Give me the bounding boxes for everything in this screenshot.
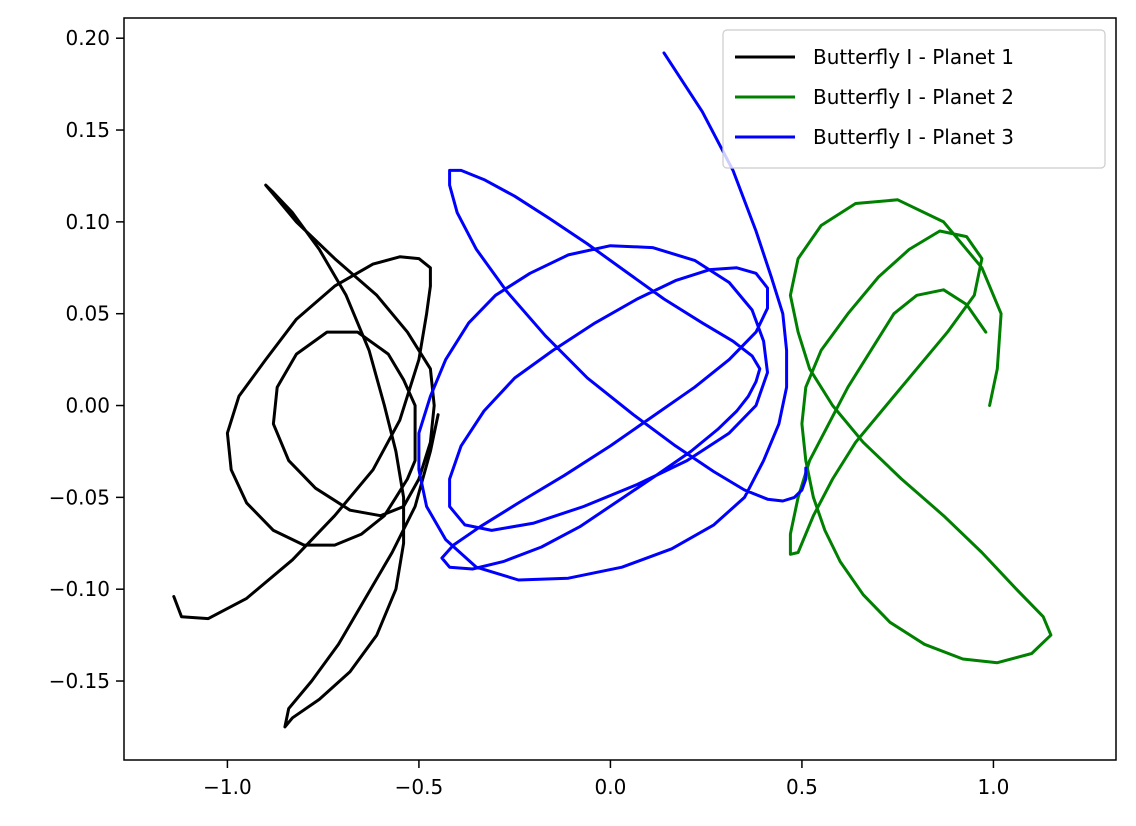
legend: Butterfly I - Planet 1 Butterfly I - Pla… <box>722 29 1106 169</box>
plot-area <box>172 51 1053 729</box>
x-tick-label: −1.0 <box>203 775 252 799</box>
x-tick-label: 1.0 <box>978 775 1010 799</box>
axes-frame <box>123 17 1117 761</box>
y-tick-label: 0.20 <box>65 26 110 50</box>
y-tick-label: −0.05 <box>49 485 110 509</box>
x-axis: −1.0 −0.5 0.0 0.5 1.0 <box>203 760 1009 799</box>
y-tick-label: 0.00 <box>65 394 110 418</box>
y-tick-label: 0.05 <box>65 302 110 326</box>
series-line-planet-3 <box>417 51 808 582</box>
legend-label-planet-1: Butterfly I - Planet 1 <box>813 45 1014 69</box>
legend-box <box>722 29 1106 169</box>
y-tick-label: 0.15 <box>65 118 110 142</box>
x-tick-label: −0.5 <box>395 775 444 799</box>
y-tick-label: −0.10 <box>49 577 110 601</box>
series-line-planet-2 <box>788 198 1053 665</box>
x-tick-label: 0.0 <box>595 775 627 799</box>
series-line-planet-1 <box>172 183 440 729</box>
y-tick-label: 0.10 <box>65 210 110 234</box>
y-tick-label: −0.15 <box>49 669 110 693</box>
y-axis: −0.15 −0.10 −0.05 0.00 0.05 0.10 0.15 0.20 <box>49 26 124 693</box>
legend-label-planet-2: Butterfly I - Planet 2 <box>813 85 1014 109</box>
legend-label-planet-3: Butterfly I - Planet 3 <box>813 125 1014 149</box>
x-tick-label: 0.5 <box>786 775 818 799</box>
